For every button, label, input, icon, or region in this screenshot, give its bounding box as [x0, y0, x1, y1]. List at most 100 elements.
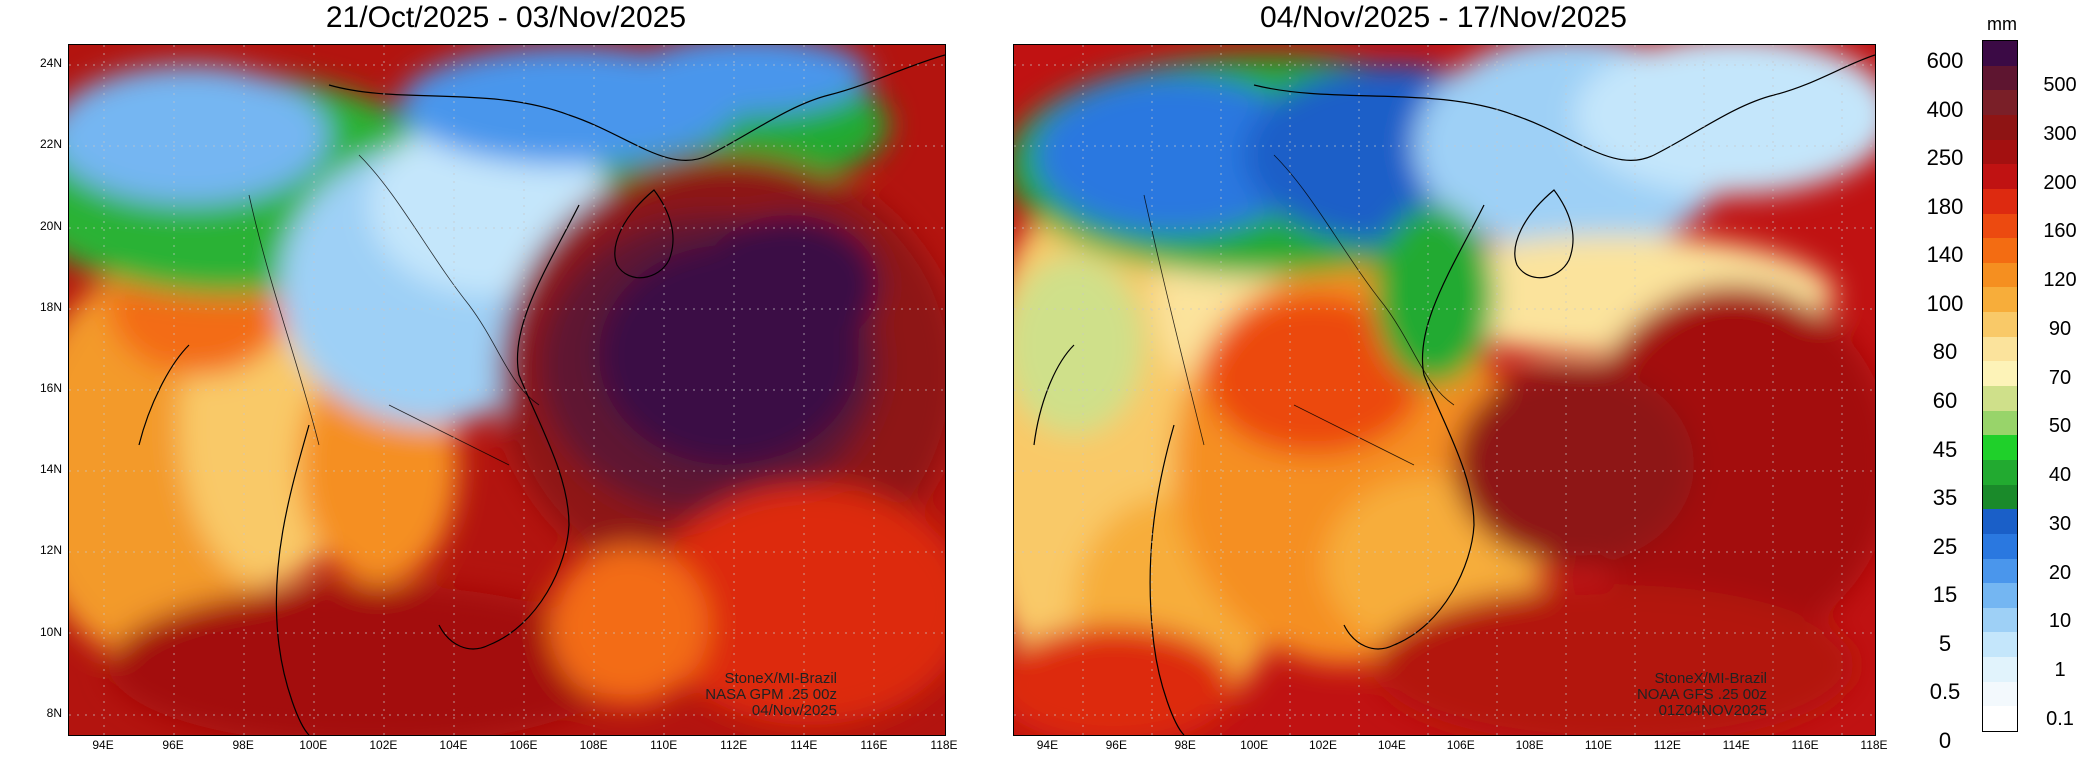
panel-title-right: 04/Nov/2025 - 17/Nov/2025	[1260, 1, 1627, 34]
lat-tick-label: 20N	[39, 218, 62, 233]
lon-tick-label: 114E	[790, 738, 818, 752]
lat-tick-label: 10N	[39, 624, 62, 639]
colorbar-label: 1	[2054, 659, 2066, 682]
lon-tick-label: 118E	[1860, 738, 1888, 752]
colorbar-segment	[1983, 336, 2017, 362]
colorbar-segment	[1983, 41, 2017, 67]
colorbar-label: 10	[2048, 610, 2072, 633]
colorbar-segment	[1983, 459, 2017, 486]
colorbar-label: 500	[2043, 74, 2077, 96]
precipitation-map-observed: StoneX/MI-Brazil NASA GPM .25 00z 04/Nov…	[68, 44, 946, 736]
lon-tick-label: 104E	[439, 738, 468, 752]
colorbar-segment	[1983, 287, 2017, 313]
lon-tick-label: 116E	[860, 738, 888, 752]
lon-tick-label: 102E	[369, 738, 398, 752]
lat-tick-label: 24N	[39, 56, 62, 71]
credit-block-left: StoneX/MI-Brazil NASA GPM .25 00z 04/Nov…	[705, 671, 837, 719]
colorbar-label: 120	[2043, 269, 2077, 292]
colorbar-segment	[1983, 681, 2017, 707]
colorbar-segment	[1983, 139, 2017, 165]
precipitation-map-forecast: StoneX/MI-Brazil NOAA GFS .25 00z 01Z04N…	[1013, 44, 1876, 736]
lon-tick-label: 94E	[1036, 738, 1059, 752]
credit-line: StoneX/MI-Brazil	[1654, 670, 1767, 687]
colorbar-segment	[1983, 706, 2017, 732]
map-graphic	[1014, 45, 1875, 735]
colorbar-segment	[1983, 188, 2017, 214]
colorbar-label: 45	[1932, 436, 1958, 462]
lon-tick-label: 108E	[579, 738, 608, 752]
lat-tick-label: 14N	[39, 462, 62, 477]
borders	[248, 154, 540, 466]
colorbar-label: 30	[2048, 512, 2072, 535]
coastline	[1033, 54, 1875, 735]
colorbar-label: 50	[2048, 415, 2072, 438]
colorbar-segment	[1983, 164, 2017, 190]
colorbar-segment	[1983, 312, 2017, 338]
lon-tick-label: 106E	[1446, 738, 1475, 752]
lon-tick-label: 118E	[930, 738, 958, 752]
lat-tick-label: 18N	[39, 299, 62, 314]
lon-tick-label: 100E	[299, 738, 328, 752]
lon-tick-label: 100E	[1240, 738, 1269, 752]
colorbar-label: 20	[2048, 561, 2072, 584]
colorbar-segment	[1983, 435, 2017, 461]
colorbar-label: 400	[1926, 96, 1964, 122]
colorbar-segment	[1983, 583, 2017, 609]
credit-line: StoneX/MI-Brazil	[724, 670, 837, 687]
graticule	[1014, 45, 1875, 735]
lon-tick-label: 96E	[1105, 738, 1127, 752]
coastline	[138, 54, 945, 735]
credit-line: NOAA GFS .25 00z	[1636, 686, 1767, 703]
colorbar-label: 0.5	[1929, 679, 1961, 705]
colorbar-label: 600	[1926, 48, 1964, 73]
colorbar	[1982, 40, 2018, 732]
colorbar-label: 35	[1932, 485, 1958, 511]
colorbar-segment	[1983, 558, 2017, 584]
colorbar-segment	[1983, 607, 2017, 633]
colorbar-label: 140	[1926, 242, 1964, 268]
panel-title-left: 21/Oct/2025 - 03/Nov/2025	[325, 1, 687, 34]
lon-tick-label: 98E	[1174, 738, 1196, 752]
lon-tick-label: 104E	[1377, 738, 1406, 752]
map-graphic	[69, 45, 945, 735]
colorbar-label: 250	[1926, 145, 1964, 171]
colorbar-segment	[1983, 657, 2017, 683]
colorbar-label: 200	[2043, 171, 2077, 194]
colorbar-segment	[1983, 238, 2017, 264]
colorbar-label: 25	[1932, 533, 1958, 559]
lat-tick-label: 22N	[39, 137, 62, 152]
credit-block-right: StoneX/MI-Brazil NOAA GFS .25 00z 01Z04N…	[1637, 671, 1767, 719]
colorbar-label: 300	[2043, 122, 2077, 145]
lon-tick-label: 114E	[1722, 738, 1750, 752]
lon-tick-label: 96E	[162, 738, 184, 752]
lat-tick-label: 12N	[39, 543, 62, 558]
colorbar-label: 5	[1938, 630, 1952, 656]
colorbar-segment	[1983, 484, 2017, 510]
credit-line: 01Z04NOV2025	[1658, 702, 1767, 719]
colorbar-segment	[1983, 213, 2017, 239]
credit-line: NASA GPM .25 00z	[705, 686, 837, 703]
colorbar-segment	[1983, 410, 2017, 436]
colorbar-segment	[1983, 509, 2017, 535]
lon-tick-label: 110E	[1584, 738, 1613, 752]
colorbar-segment	[1983, 65, 2017, 91]
colorbar-segment	[1983, 262, 2017, 288]
colorbar-label: 60	[1932, 388, 1958, 413]
lon-tick-label: 98E	[232, 738, 254, 752]
colorbar-segment	[1983, 361, 2017, 387]
colorbar-segment	[1983, 533, 2017, 559]
lon-tick-label: 94E	[92, 738, 114, 752]
lon-tick-label: 116E	[1791, 738, 1819, 752]
lon-tick-label: 102E	[1308, 738, 1337, 752]
graticule	[69, 45, 945, 735]
colorbar-label: 100	[1926, 290, 1964, 316]
colorbar-label: 0.1	[2046, 708, 2074, 730]
colorbar-segment	[1983, 632, 2017, 658]
colorbar-label: 80	[1932, 339, 1958, 365]
borders	[1143, 154, 1455, 466]
colorbar-label: 0	[1938, 728, 1952, 753]
lon-tick-label: 112E	[720, 738, 748, 752]
colorbar-label: 70	[2048, 366, 2072, 389]
lon-tick-label: 106E	[509, 738, 538, 752]
colorbar-label: 90	[2048, 317, 2072, 340]
